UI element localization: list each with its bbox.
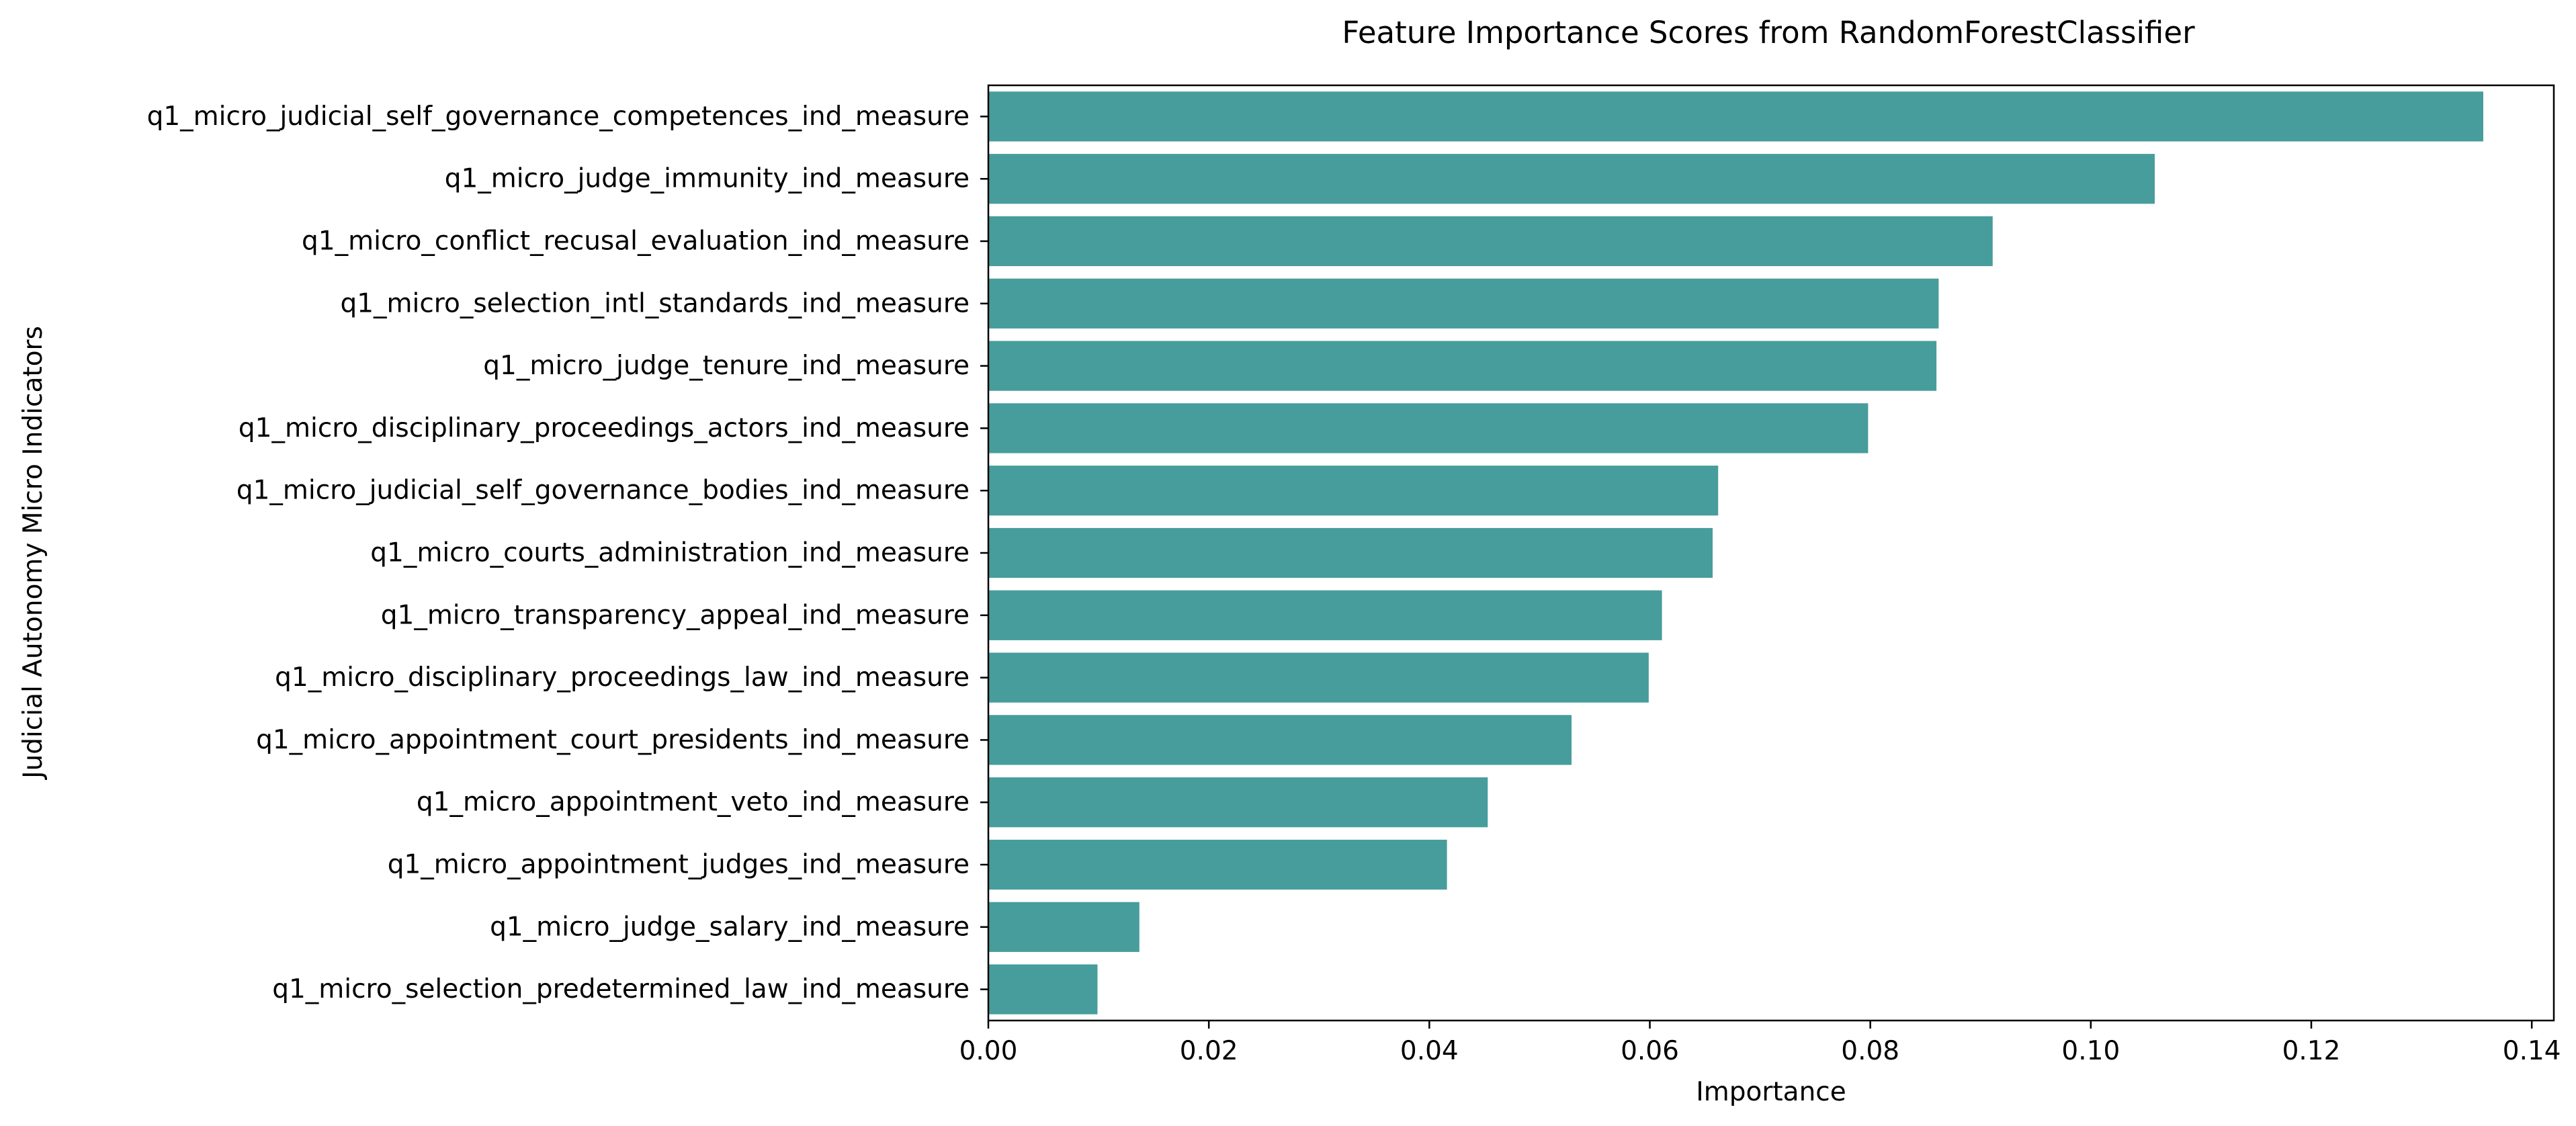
plot-frame xyxy=(987,84,2555,1022)
bar-3 xyxy=(988,278,1939,329)
bar-1 xyxy=(988,154,2155,204)
y-tick-label-4: q1_micro_judge_tenure_ind_measure xyxy=(483,351,970,381)
y-axis-ticks: q1_micro_judicial_self_governance_compet… xyxy=(147,101,988,1004)
bar-0 xyxy=(988,91,2483,142)
chart-title: Feature Importance Scores from RandomFor… xyxy=(1342,15,2195,50)
bar-5 xyxy=(988,403,1869,453)
bar-13 xyxy=(988,902,1140,952)
y-tick-label-0: q1_micro_judicial_self_governance_compet… xyxy=(147,101,970,132)
y-tick-label-10: q1_micro_appointment_court_presidents_in… xyxy=(256,725,970,755)
x-axis-ticks: 0.00 0.02 0.04 0.06 0.08 0.10 0.12 0.14 xyxy=(959,1021,2561,1066)
x-tick-label-5: 0.10 xyxy=(2061,1036,2120,1066)
y-tick-label-14: q1_micro_selection_predetermined_law_ind… xyxy=(272,974,970,1004)
y-tick-label-2: q1_micro_conflict_recusal_evaluation_ind… xyxy=(302,226,970,257)
y-tick-label-3: q1_micro_selection_intl_standards_ind_me… xyxy=(340,288,970,318)
x-tick-label-6: 0.12 xyxy=(2282,1036,2341,1066)
bar-14 xyxy=(988,964,1098,1014)
bar-9 xyxy=(988,652,1649,703)
bar-6 xyxy=(988,466,1719,516)
bars xyxy=(988,91,2483,1014)
y-tick-label-11: q1_micro_appointment_veto_ind_measure xyxy=(417,787,970,818)
bar-4 xyxy=(988,341,1937,391)
x-tick-label-1: 0.02 xyxy=(1180,1036,1238,1066)
y-tick-label-8: q1_micro_transparency_appeal_ind_measure xyxy=(381,600,970,630)
bar-8 xyxy=(988,590,1662,640)
bar-11 xyxy=(988,777,1488,828)
y-tick-label-12: q1_micro_appointment_judges_ind_measure xyxy=(388,850,970,880)
y-tick-label-9: q1_micro_disciplinary_proceedings_law_in… xyxy=(275,662,970,693)
x-tick-label-0: 0.00 xyxy=(959,1036,1018,1066)
x-tick-label-2: 0.04 xyxy=(1400,1036,1459,1066)
x-tick-label-3: 0.06 xyxy=(1621,1036,1679,1066)
y-tick-label-1: q1_micro_judge_immunity_ind_measure xyxy=(445,164,970,194)
y-axis-label: Judicial Autonomy Micro Indicators xyxy=(18,326,48,781)
bar-10 xyxy=(988,715,1572,765)
x-tick-label-4: 0.08 xyxy=(1841,1036,1899,1066)
y-tick-label-6: q1_micro_judicial_self_governance_bodies… xyxy=(237,476,970,506)
y-tick-label-13: q1_micro_judge_salary_ind_measure xyxy=(490,912,970,942)
bar-2 xyxy=(988,216,1993,267)
y-tick-label-7: q1_micro_courts_administration_ind_measu… xyxy=(370,538,970,568)
y-tick-label-5: q1_micro_disciplinary_proceedings_actors… xyxy=(239,413,970,443)
x-tick-label-7: 0.14 xyxy=(2503,1036,2561,1066)
bar-12 xyxy=(988,839,1447,890)
x-axis-label: Importance xyxy=(1696,1077,1846,1107)
bar-7 xyxy=(988,527,1713,578)
